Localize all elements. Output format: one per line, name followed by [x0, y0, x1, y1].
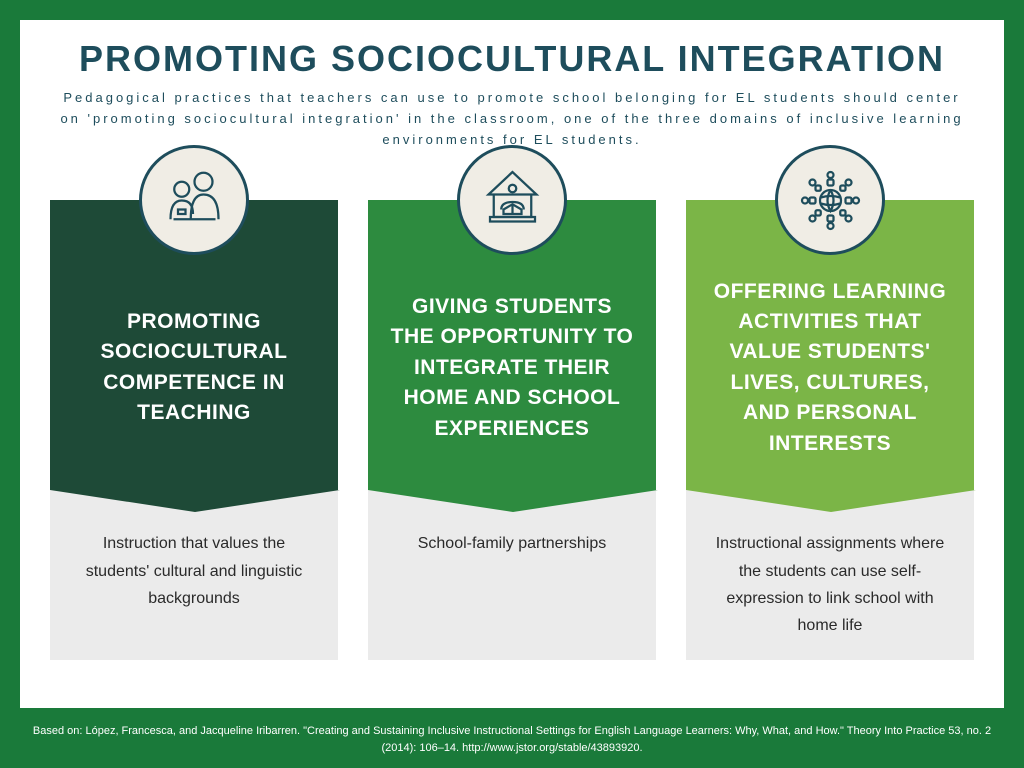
card-body: Instruction that values the students' cu… — [50, 490, 338, 660]
teacher-student-icon — [139, 145, 249, 255]
card-description: School-family partnerships — [418, 530, 607, 557]
card-description: Instruction that values the students' cu… — [72, 530, 316, 612]
card-competence: PROMOTING SOCIOCULTURAL COMPETENCE IN TE… — [50, 200, 338, 660]
globe-network-icon — [775, 145, 885, 255]
card-body: Instructional assignments where the stud… — [686, 490, 974, 660]
citation-text: Based on: López, Francesca, and Jacqueli… — [20, 723, 1004, 756]
school-house-icon — [457, 145, 567, 255]
card-heading: PROMOTING SOCIOCULTURAL COMPETENCE IN TE… — [70, 307, 318, 429]
page-title: PROMOTING SOCIOCULTURAL INTEGRATION — [20, 20, 1004, 80]
card-description: Instructional assignments where the stud… — [708, 530, 952, 639]
content-panel: PROMOTING SOCIOCULTURAL INTEGRATION Peda… — [20, 20, 1004, 708]
card-activities: OFFERING LEARNING ACTIVITIES THAT VALUE … — [686, 200, 974, 660]
card-heading: GIVING STUDENTS THE OPPORTUNITY TO INTEG… — [388, 292, 636, 444]
page-subtitle: Pedagogical practices that teachers can … — [20, 80, 1004, 150]
card-heading: OFFERING LEARNING ACTIVITIES THAT VALUE … — [706, 277, 954, 460]
cards-row: PROMOTING SOCIOCULTURAL COMPETENCE IN TE… — [20, 150, 1004, 660]
card-body: School-family partnerships — [368, 490, 656, 660]
card-home-school: GIVING STUDENTS THE OPPORTUNITY TO INTEG… — [368, 200, 656, 660]
